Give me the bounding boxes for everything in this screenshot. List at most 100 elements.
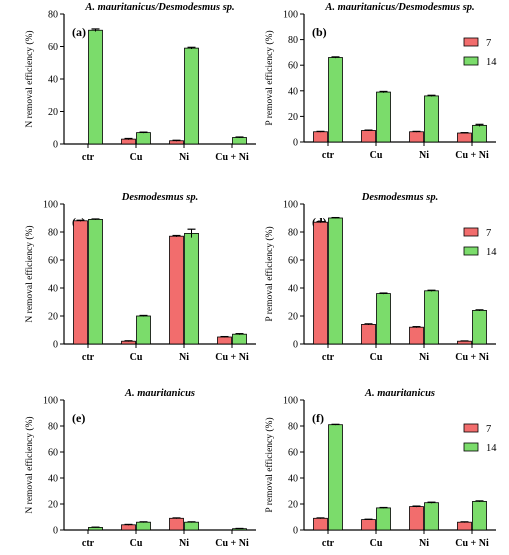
y-tick-label: 100	[43, 396, 58, 407]
y-tick-label: 80	[48, 422, 58, 433]
x-tick-label: Cu + Ni	[455, 150, 489, 161]
y-tick-label: 40	[288, 284, 298, 295]
y-tick-label: 40	[288, 86, 298, 97]
chart-title: A. mauritanicus/Desmodesmus sp.	[84, 2, 234, 13]
bar-14-Ni	[424, 502, 439, 531]
legend-label: 14	[486, 57, 497, 68]
bar-14-Ni	[184, 232, 199, 345]
y-tick-label: 80	[288, 228, 298, 239]
bar-7-Ni	[409, 506, 424, 531]
chart-title: Desmodesmus sp.	[361, 192, 438, 203]
bar-14-Cu	[136, 315, 151, 345]
y-tick-label: 0	[293, 526, 298, 537]
y-tick-label: 0	[53, 526, 58, 537]
x-tick-label: Cu	[370, 150, 383, 161]
chart-panel-f: 0 20 40 60 80 100 P removal efficiency (%) A. m…	[264, 388, 497, 549]
bar-14-Ni	[184, 47, 199, 145]
x-tick-label: ctr	[82, 538, 95, 549]
y-tick-label: 80	[288, 422, 298, 433]
x-tick-label: Ni	[419, 538, 429, 549]
x-tick-label: Cu	[370, 352, 383, 363]
y-axis-label: P removal efficiency (%)	[264, 30, 275, 125]
bar-7-CuNi	[457, 132, 472, 143]
bar-14-CuNi	[232, 333, 247, 345]
y-tick-label: 100	[43, 200, 58, 211]
bar-14-Cu	[136, 132, 151, 145]
x-tick-label: Ni	[419, 150, 429, 161]
bar-14-ctr	[88, 527, 103, 531]
x-tick-label: Cu	[130, 152, 143, 163]
bar-7-Ni	[409, 131, 424, 143]
chart-panel-d: 0 20 40 60 80 100 P removal efficiency (%) Desm…	[264, 192, 497, 363]
x-tick-label: Cu	[130, 538, 143, 549]
bar-7-Cu	[361, 519, 376, 531]
x-tick-label: Ni	[179, 352, 189, 363]
bar-7-Cu	[361, 130, 376, 143]
y-tick-label: 40	[288, 474, 298, 485]
y-tick-label: 60	[48, 42, 58, 53]
bar-7-CuNi	[457, 521, 472, 531]
y-tick-label: 100	[283, 200, 298, 211]
legend-label: 7	[486, 424, 491, 435]
bar-14-Ni	[424, 290, 439, 345]
bar-7-Ni	[169, 235, 184, 345]
bar-7-Cu	[361, 323, 376, 345]
panel-label: (b)	[312, 25, 327, 39]
legend-swatch-7	[463, 37, 479, 47]
bar-7-ctr	[73, 220, 88, 345]
x-tick-label: ctr	[82, 352, 95, 363]
panel-label: (e)	[72, 411, 85, 425]
legend-label: 7	[486, 228, 491, 239]
y-tick-label: 20	[48, 500, 58, 511]
legend-swatch-7	[463, 227, 479, 237]
bar-14-Ni	[184, 521, 199, 531]
x-tick-label: ctr	[82, 152, 95, 163]
bar-14-CuNi	[472, 500, 487, 531]
x-tick-label: Cu + Ni	[215, 152, 249, 163]
x-tick-label: Ni	[179, 538, 189, 549]
x-tick-label: Cu + Ni	[455, 538, 489, 549]
y-tick-label: 60	[48, 256, 58, 267]
bar-14-CuNi	[472, 124, 487, 143]
chart-panel-a: 0 20 40 60 80 N removal efficiency (%) A. maur…	[24, 2, 256, 163]
bar-7-ctr	[313, 221, 328, 345]
bar-7-CuNi	[457, 340, 472, 345]
bar-14-ctr	[328, 217, 343, 345]
bar-14-Cu	[376, 293, 391, 345]
y-tick-label: 40	[48, 474, 58, 485]
bar-14-ctr	[88, 218, 103, 345]
chart-title: A. mauritanicus	[124, 388, 195, 399]
chart-title: Desmodesmus sp.	[121, 192, 198, 203]
x-tick-label: Cu + Ni	[455, 352, 489, 363]
y-tick-label: 40	[48, 284, 58, 295]
y-tick-label: 60	[288, 61, 298, 72]
y-axis-label: P removal efficiency (%)	[264, 417, 275, 512]
bar-14-Ni	[424, 95, 439, 143]
y-tick-label: 80	[288, 35, 298, 46]
bar-14-Cu	[136, 521, 151, 531]
panel-label: (f)	[312, 411, 324, 425]
legend-swatch-14	[463, 56, 479, 66]
y-tick-label: 20	[48, 107, 58, 118]
bar-7-CuNi	[217, 336, 232, 345]
bar-14-Cu	[376, 91, 391, 143]
legend-swatch-14	[463, 442, 479, 452]
y-axis-label: P removal efficiency (%)	[264, 226, 275, 321]
legend-swatch-7	[463, 423, 479, 433]
y-tick-label: 20	[288, 112, 298, 123]
y-axis-label: N removal efficiency (%)	[24, 416, 35, 513]
x-tick-label: ctr	[322, 352, 335, 363]
x-tick-label: ctr	[322, 150, 335, 161]
x-tick-label: Cu	[130, 352, 143, 363]
y-tick-label: 80	[48, 10, 58, 21]
chart-title: A. mauritanicus/Desmodesmus sp.	[324, 2, 474, 13]
y-tick-label: 60	[288, 448, 298, 459]
chart-panel-c: 0 20 40 60 80 100 N removal efficiency (%) Desm…	[24, 192, 256, 363]
y-tick-label: 20	[288, 312, 298, 323]
y-tick-label: 60	[48, 448, 58, 459]
y-tick-label: 20	[48, 312, 58, 323]
y-tick-label: 100	[283, 10, 298, 21]
y-tick-label: 20	[288, 500, 298, 511]
bar-7-Ni	[409, 326, 424, 345]
